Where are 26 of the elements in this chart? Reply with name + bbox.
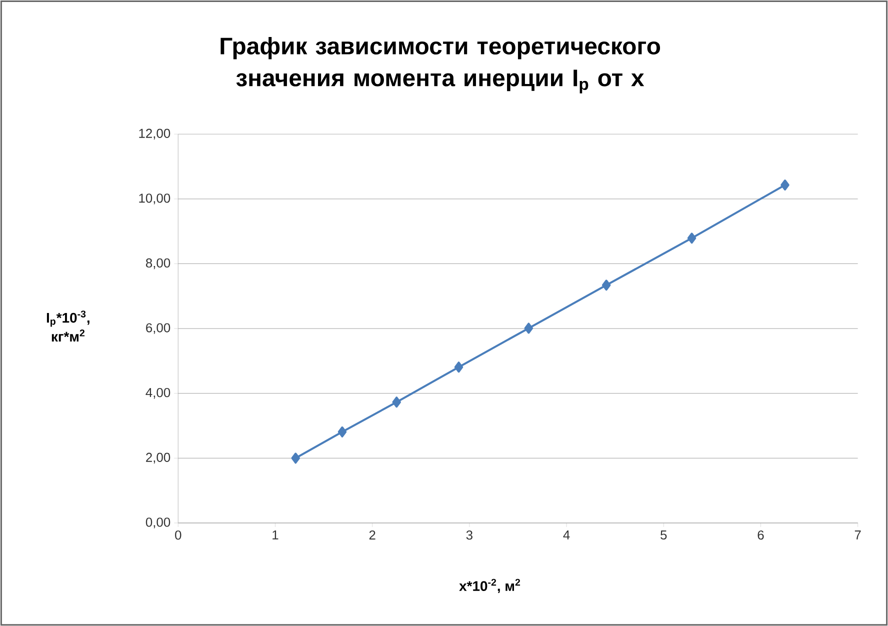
x-tick-label: 0 <box>175 530 182 540</box>
point <box>338 426 347 438</box>
x-axis-title: x*10$^{-2}$, м$^{2}$ <box>459 578 520 593</box>
chart-title: График зависимости теоретического значения момента инерции I$_{p}$ от x <box>220 36 660 94</box>
point <box>780 179 790 190</box>
y-axis-title: I$_{p}$*10$^{-3}$, кг*м$^{2}$ <box>46 310 90 342</box>
y-tick-label: 12,00 <box>139 128 170 140</box>
point <box>392 396 401 408</box>
y-tick-label: 4,00 <box>146 388 170 399</box>
y-tick-label: 6,00 <box>146 323 170 334</box>
point <box>687 232 696 244</box>
y-tick-label: 0,00 <box>146 518 170 528</box>
x-tick-label: 2 <box>369 530 376 540</box>
x-tick-label: 6 <box>758 530 764 540</box>
x-tick-label: 4 <box>563 530 570 540</box>
x-tick-label: 1 <box>272 530 278 540</box>
x-tick-label: 3 <box>466 530 472 540</box>
point <box>602 280 611 291</box>
x-tick-label: 7 <box>854 530 861 540</box>
x-tick-label: 5 <box>660 530 667 540</box>
point <box>524 322 534 334</box>
y-tick-label: 8,00 <box>146 258 170 270</box>
y-tick-label: 2,00 <box>146 452 170 464</box>
point <box>291 452 300 464</box>
point <box>454 362 464 373</box>
y-tick-label: 10,00 <box>139 194 170 204</box>
